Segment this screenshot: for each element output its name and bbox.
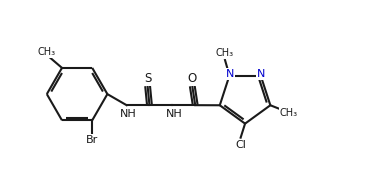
Text: NH: NH: [166, 109, 183, 119]
Text: Cl: Cl: [235, 140, 246, 150]
Text: N: N: [257, 69, 266, 79]
Text: O: O: [187, 72, 197, 85]
Text: NH: NH: [120, 109, 137, 119]
Text: CH₃: CH₃: [216, 48, 234, 58]
Text: N: N: [226, 69, 234, 79]
Text: CH₃: CH₃: [38, 47, 55, 57]
Text: S: S: [144, 72, 151, 85]
Text: Br: Br: [86, 135, 98, 145]
Text: CH₃: CH₃: [280, 108, 298, 118]
